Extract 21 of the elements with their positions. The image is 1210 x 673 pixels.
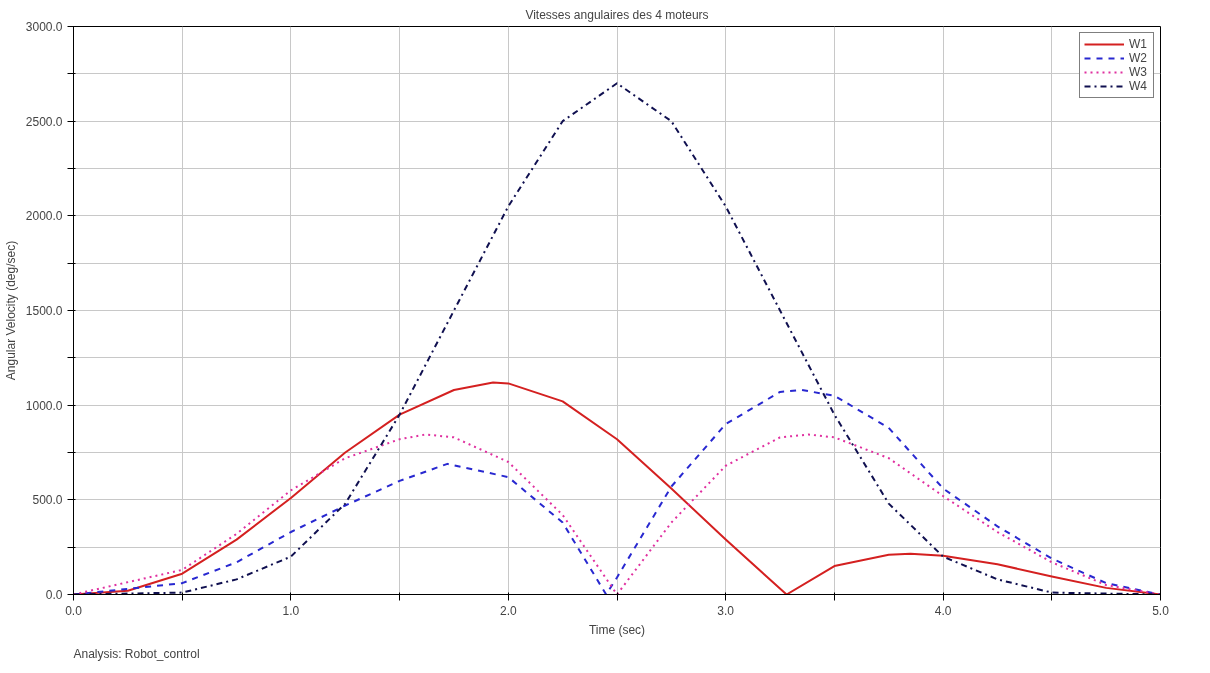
text: Analysis: Robot_control [73,646,200,661]
chart-title: Vitesses angulaires des 4 moteurs [525,7,709,22]
y-tick-label: 0.0 [45,588,63,602]
x-tick-label: 5.0 [1152,603,1170,618]
x-tick-label: 4.0 [934,603,952,618]
legend-label: W1 [1129,37,1148,51]
legend-label: W2 [1129,51,1148,65]
x-tick-label: 0.0 [65,603,83,618]
x-axis-title: Time (sec) [588,622,646,637]
y-tick-label: 500.0 [32,493,63,508]
y-axis-title: Angular Velocity (deg/sec) [3,240,18,381]
x-tick-label: 1.0 [282,603,300,618]
x-tick-label: 2.0 [499,603,517,618]
y-tick-label: 2500.0 [25,114,63,129]
y-tick-label: 2000.0 [25,209,63,224]
x-tick-label: 3.0 [717,603,735,618]
y-tick-label: 1000.0 [25,398,63,413]
y-tick-label: 1500.0 [25,304,63,318]
legend-label: W3 [1129,65,1148,79]
legend-label: W4 [1129,79,1148,93]
y-tick-label: 3000.0 [25,20,63,34]
